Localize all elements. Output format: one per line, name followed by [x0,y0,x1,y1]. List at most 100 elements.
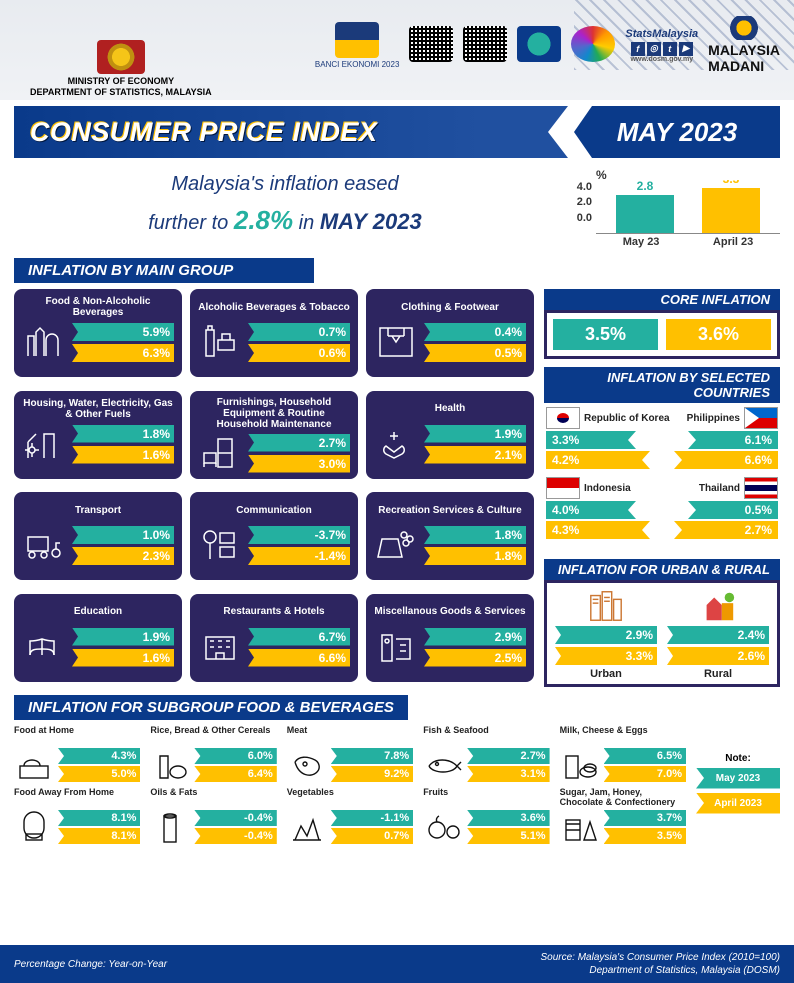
subgroup-item: Fish & Seafood 2.7% 3.1% [423,726,549,782]
value-may: 5.9% [72,323,174,341]
transport-icon [22,525,66,565]
subgroup-icon [150,748,190,782]
title-left: CONSUMER PRICE INDEX [14,106,568,158]
countries-list: Republic of Korea 3.3% 4.2% Philippines … [544,403,780,551]
subgroup-apr: 7.0% [604,766,686,782]
value-may: 2.9% [424,628,526,646]
value-apr: 0.6% [248,344,350,362]
madani-icon [722,16,766,40]
food-icon [22,322,66,362]
category-card: Housing, Water, Electricity, Gas & Other… [14,391,182,479]
subgroup-may: 7.8% [331,748,413,764]
category-title: Health [374,397,526,421]
subgroup-icon [14,748,54,782]
recreation-icon [374,525,418,565]
value-apr: -1.4% [248,547,350,565]
subgroup-title: Milk, Cheese & Eggs [560,726,686,746]
subgroup-icon [150,810,190,844]
subgroup-item: Oils & Fats -0.4% -0.4% [150,788,276,844]
subgroup-item: Milk, Cheese & Eggs 6.5% 7.0% [560,726,686,782]
category-title: Education [22,600,174,624]
subgroup-may: 4.3% [58,748,140,764]
subgroup-may: 8.1% [58,810,140,826]
value-apr: 2.1% [424,446,526,464]
title-banner: CONSUMER PRICE INDEX MAY 2023 [14,106,780,158]
subgroup-item: Vegetables -1.1% 0.7% [287,788,413,844]
subgroup-icon [423,810,463,844]
category-title: Furnishings, Household Equipment & Routi… [198,397,350,430]
subgroup-item: Food at Home 4.3% 5.0% [14,726,140,782]
subgroup-icon [14,810,54,844]
value-may: 1.8% [424,526,526,544]
category-title: Recreation Services & Culture [374,498,526,522]
country-name: Philippines [687,413,740,424]
misc-icon [374,627,418,667]
education-icon [22,627,66,667]
value-may: 1.0% [72,526,174,544]
category-title: Miscellanous Goods & Services [374,600,526,624]
hotel-icon [198,627,242,667]
qr-code-icon [463,16,507,74]
coat-of-arms-icon [97,40,145,74]
sdg-logo-icon [571,16,615,74]
subgroup-may: -1.1% [331,810,413,826]
category-title: Restaurants & Hotels [198,600,350,624]
subgroup-may: 6.0% [194,748,276,764]
furnish-icon [198,433,242,473]
country-name: Republic of Korea [584,413,670,424]
core-may: 3.5% [553,319,658,350]
value-apr: 6.3% [72,344,174,362]
country-apr: 2.7% [674,521,778,539]
category-card: Recreation Services & Culture 1.8% 1.8% [366,492,534,580]
country-item: Philippines 6.1% 6.6% [674,407,778,471]
main-content-grid: Food & Non-Alcoholic Beverages 5.9% 6.3%… [14,289,780,687]
stats-malaysia-label: StatsMalaysia [625,28,698,40]
header-bar: MINISTRY OF ECONOMY DEPARTMENT OF STATIS… [0,0,794,100]
countries-title: INFLATION BY SELECTED COUNTRIES [544,367,780,403]
chart-yaxis: 4.02.00.0 [570,180,596,226]
subgroup-title: Oils & Fats [150,788,276,808]
category-card: Transport 1.0% 2.3% [14,492,182,580]
category-title: Communication [198,498,350,522]
chart-xlabels: May 23April 23 [596,236,780,248]
urban-may: 2.9% [555,626,657,644]
stats-malaysia-block: StatsMalaysia f◎t▶ www.dosm.gov.my [625,16,698,74]
subgroup-item: Food Away From Home 8.1% 8.1% [14,788,140,844]
clothing-icon [374,322,418,362]
subgroup-item: Sugar, Jam, Honey, Chocolate & Confectio… [560,788,686,844]
category-title: Alcoholic Beverages & Tobacco [198,295,350,319]
comm-icon [198,525,242,565]
subgroup-item: Rice, Bread & Other Cereals 6.0% 6.4% [150,726,276,782]
value-may: 0.7% [248,323,350,341]
urban-label: Urban [555,668,657,680]
flag-icon [744,477,778,499]
mydata-logo-icon [517,16,561,74]
urban-rural-box: 2.9% 3.3% Urban 2.4% 2.6% Rural [544,580,780,687]
rural-apr: 2.6% [667,647,769,665]
subgroup-grid: Food at Home 4.3% 5.0% Rice, Bread & Oth… [14,726,780,844]
countries-panel: INFLATION BY SELECTED COUNTRIES Republic… [544,367,780,551]
flag-icon [546,407,580,429]
rural-may: 2.4% [667,626,769,644]
headline-text: Malaysia's inflation eased further to 2.… [14,168,556,248]
subgroup-title: Rice, Bread & Other Cereals [150,726,276,746]
country-name: Thailand [699,483,740,494]
subgroup-may: 3.6% [467,810,549,826]
category-title: Transport [22,498,174,522]
value-may: 1.8% [72,425,174,443]
value-apr: 0.5% [424,344,526,362]
core-title: CORE INFLATION [544,289,780,310]
subgroup-apr: 3.1% [467,766,549,782]
urban-apr: 3.3% [555,647,657,665]
subgroup-apr: 5.0% [58,766,140,782]
right-column: CORE INFLATION 3.5% 3.6% INFLATION BY SE… [544,289,780,687]
subgroup-apr: 3.5% [604,828,686,844]
urban-block: 2.9% 3.3% Urban [555,589,657,680]
country-may: 4.0% [546,501,636,519]
subgroup-apr: 9.2% [331,766,413,782]
value-apr: 1.6% [72,446,174,464]
subgroup-apr: -0.4% [194,828,276,844]
subgroup-apr: 8.1% [58,828,140,844]
value-apr: 2.5% [424,649,526,667]
alcohol-icon [198,322,242,362]
